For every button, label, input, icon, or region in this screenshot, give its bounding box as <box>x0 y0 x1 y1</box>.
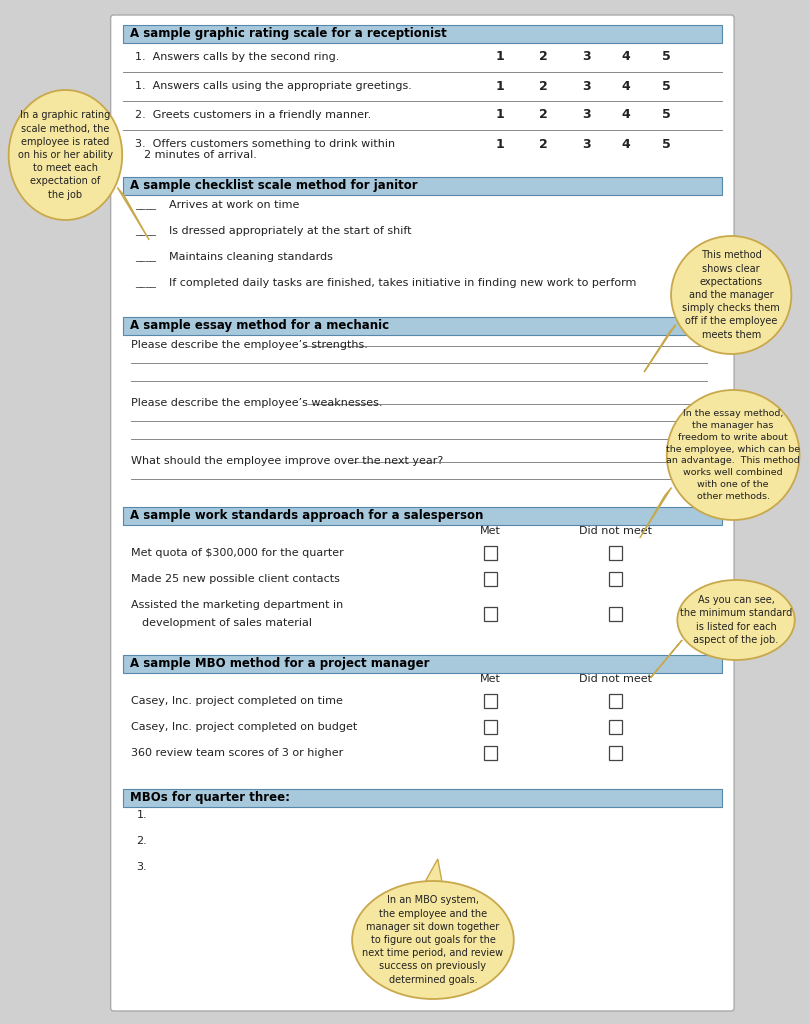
Text: 1: 1 <box>496 109 505 122</box>
Text: Casey, Inc. project completed on budget: Casey, Inc. project completed on budget <box>131 722 357 732</box>
Text: 2.: 2. <box>137 836 147 846</box>
Text: Met quota of $300,000 for the quarter: Met quota of $300,000 for the quarter <box>131 548 344 558</box>
Text: ____: ____ <box>134 200 155 210</box>
Text: In a graphic rating
scale method, the
employee is rated
on his or her ability
to: In a graphic rating scale method, the em… <box>18 111 113 200</box>
Text: 360 review team scores of 3 or higher: 360 review team scores of 3 or higher <box>131 748 343 758</box>
Text: Made 25 new possible client contacts: Made 25 new possible client contacts <box>131 574 340 584</box>
FancyBboxPatch shape <box>123 790 722 807</box>
FancyBboxPatch shape <box>609 572 622 586</box>
Text: 2: 2 <box>540 137 548 151</box>
Text: Maintains cleaning standards: Maintains cleaning standards <box>169 252 333 262</box>
FancyBboxPatch shape <box>609 607 622 621</box>
Text: 5: 5 <box>663 50 671 63</box>
Text: Met: Met <box>481 526 501 536</box>
Text: A sample essay method for a mechanic: A sample essay method for a mechanic <box>130 319 389 333</box>
Text: 1: 1 <box>496 80 505 92</box>
Text: In an MBO system,
the employee and the
manager sit down together
to figure out g: In an MBO system, the employee and the m… <box>362 895 503 985</box>
Text: 1: 1 <box>496 50 505 63</box>
Text: 5: 5 <box>663 80 671 92</box>
Text: 2: 2 <box>540 50 548 63</box>
Text: 3: 3 <box>582 80 591 92</box>
Text: In the essay method,
the manager has
freedom to write about
the employee, which : In the essay method, the manager has fre… <box>666 410 800 501</box>
FancyBboxPatch shape <box>609 720 622 734</box>
Text: 5: 5 <box>663 109 671 122</box>
Ellipse shape <box>671 236 791 354</box>
FancyBboxPatch shape <box>484 546 498 560</box>
Text: Did not meet: Did not meet <box>579 674 652 684</box>
Text: A sample checklist scale method for janitor: A sample checklist scale method for jani… <box>130 179 417 193</box>
Text: 2 minutes of arrival.: 2 minutes of arrival. <box>144 150 257 160</box>
FancyBboxPatch shape <box>484 746 498 760</box>
Text: 4: 4 <box>621 80 629 92</box>
FancyBboxPatch shape <box>123 177 722 195</box>
Polygon shape <box>644 325 676 372</box>
Text: 2: 2 <box>540 80 548 92</box>
FancyBboxPatch shape <box>609 546 622 560</box>
FancyBboxPatch shape <box>123 25 722 43</box>
Text: Please describe the employee’s strengths.: Please describe the employee’s strengths… <box>131 340 368 350</box>
Text: 1: 1 <box>496 137 505 151</box>
Text: Did not meet: Did not meet <box>579 526 652 536</box>
Text: 2.  Greets customers in a friendly manner.: 2. Greets customers in a friendly manner… <box>134 110 371 120</box>
Text: 4: 4 <box>621 109 629 122</box>
FancyBboxPatch shape <box>123 507 722 525</box>
Text: 3: 3 <box>582 50 591 63</box>
Text: A sample work standards approach for a salesperson: A sample work standards approach for a s… <box>130 510 483 522</box>
FancyBboxPatch shape <box>484 720 498 734</box>
Text: Arrives at work on time: Arrives at work on time <box>169 200 299 210</box>
Text: 1.  Answers calls using the appropriate greetings.: 1. Answers calls using the appropriate g… <box>134 81 412 91</box>
Text: Assisted the marketing department in: Assisted the marketing department in <box>131 600 343 610</box>
Text: Casey, Inc. project completed on time: Casey, Inc. project completed on time <box>131 696 343 706</box>
FancyBboxPatch shape <box>609 746 622 760</box>
Ellipse shape <box>677 580 794 660</box>
Text: A sample graphic rating scale for a receptionist: A sample graphic rating scale for a rece… <box>130 28 447 41</box>
Text: What should the employee improve over the next year?: What should the employee improve over th… <box>131 456 443 466</box>
Text: A sample MBO method for a project manager: A sample MBO method for a project manage… <box>130 657 430 671</box>
Text: Is dressed appropriately at the start of shift: Is dressed appropriately at the start of… <box>169 226 412 236</box>
Text: ____: ____ <box>134 226 155 236</box>
Text: If completed daily tasks are finished, takes initiative in finding new work to p: If completed daily tasks are finished, t… <box>169 278 637 288</box>
FancyBboxPatch shape <box>484 607 498 621</box>
FancyBboxPatch shape <box>484 694 498 708</box>
FancyBboxPatch shape <box>123 655 722 673</box>
Ellipse shape <box>352 881 514 999</box>
Polygon shape <box>423 859 443 885</box>
Text: 3: 3 <box>582 109 591 122</box>
FancyBboxPatch shape <box>609 694 622 708</box>
Text: 3.: 3. <box>137 862 147 872</box>
Text: Met: Met <box>481 674 501 684</box>
Text: 4: 4 <box>621 137 629 151</box>
Text: This method
shows clear
expectations
and the manager
simply checks them
off if t: This method shows clear expectations and… <box>682 251 780 340</box>
Text: 2: 2 <box>540 109 548 122</box>
Polygon shape <box>640 487 671 538</box>
Ellipse shape <box>667 390 799 520</box>
Ellipse shape <box>9 90 122 220</box>
Text: 3.  Offers customers something to drink within: 3. Offers customers something to drink w… <box>134 139 395 150</box>
Text: 3: 3 <box>582 137 591 151</box>
FancyBboxPatch shape <box>111 15 734 1011</box>
FancyBboxPatch shape <box>484 572 498 586</box>
Polygon shape <box>117 187 149 240</box>
Text: development of sales material: development of sales material <box>142 618 312 628</box>
Text: 4: 4 <box>621 50 629 63</box>
Polygon shape <box>650 640 682 678</box>
Text: As you can see,
the minimum standard
is listed for each
aspect of the job.: As you can see, the minimum standard is … <box>680 595 792 645</box>
Text: ____: ____ <box>134 252 155 262</box>
Text: Please describe the employee’s weaknesses.: Please describe the employee’s weaknesse… <box>131 398 383 408</box>
Text: 1.: 1. <box>137 810 147 820</box>
Text: MBOs for quarter three:: MBOs for quarter three: <box>130 792 290 805</box>
Text: ____: ____ <box>134 278 155 288</box>
Text: 1.  Answers calls by the second ring.: 1. Answers calls by the second ring. <box>134 52 339 62</box>
FancyBboxPatch shape <box>123 317 722 335</box>
Text: 5: 5 <box>663 137 671 151</box>
